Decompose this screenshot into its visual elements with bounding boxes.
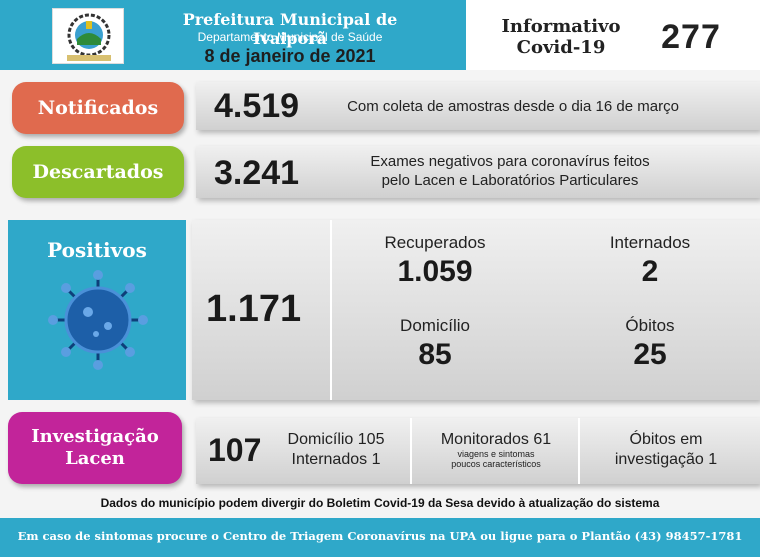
obitos-investigacao-block: Óbitos em investigação 1 — [586, 430, 746, 470]
investigacao-location: Domicílio 105 Internados 1 — [272, 430, 400, 470]
investigacao-label-line2: Lacen — [65, 448, 125, 469]
descartados-description-line1: Exames negativos para coronavírus feitos — [370, 153, 650, 170]
positivos-value: 1.171 — [206, 288, 302, 330]
obitos-label: Óbitos — [625, 316, 675, 335]
internados-label: Internados — [609, 233, 691, 252]
investigacao-internados: Internados 1 — [291, 451, 381, 468]
obitos-investigacao-line1: Óbitos em — [629, 431, 703, 448]
investigacao-divider-2 — [578, 418, 580, 484]
positivos-panel: Positivos — [8, 220, 186, 400]
municipal-coat-of-arms-logo — [52, 8, 124, 64]
notificados-bar — [196, 82, 760, 130]
notificados-value: 4.519 — [214, 87, 300, 125]
notificados-description: Com coleta de amostras desde o dia 16 de… — [347, 98, 679, 115]
obitos-investigacao-line2: investigação 1 — [614, 451, 718, 468]
monitorados-note-line1: viagens e sintomas — [457, 449, 535, 459]
domicilio-label: Domicílio — [400, 316, 470, 335]
bulletin-label: Informativo Covid-19 — [496, 16, 626, 58]
descartados-bar — [196, 146, 760, 198]
internados-value: 2 — [641, 255, 659, 288]
header-title: Prefeitura Municipal de Ivaiporã — [182, 10, 398, 48]
descartados-pill: Descartados — [12, 146, 184, 198]
investigacao-domicilio: Domicílio 105 — [287, 431, 385, 448]
bulletin-label-line2: Covid-19 — [516, 37, 606, 58]
obitos-value: 25 — [633, 338, 667, 371]
monitorados-block: Monitorados 61 viagens e sintomas poucos… — [418, 430, 574, 469]
monitorados-label: Monitorados 61 — [440, 431, 552, 448]
coronavirus-icon — [48, 270, 148, 370]
monitorados-note-line2: poucos característicos — [451, 459, 541, 469]
positivos-divider — [330, 220, 332, 400]
descartados-value: 3.241 — [214, 154, 300, 192]
positivos-bar — [192, 220, 760, 400]
investigacao-bar — [196, 418, 760, 484]
descartados-description: Exames negativos para coronavírus feitos… — [330, 152, 690, 190]
bulletin-info-box: Informativo Covid-19 277 — [466, 0, 760, 70]
investigacao-divider-1 — [410, 418, 412, 484]
recuperados-value: 1.059 — [397, 255, 473, 288]
bulletin-label-line1: Informativo — [501, 16, 621, 37]
domicilio-value: 85 — [418, 338, 452, 371]
footer-contact: Em caso de sintomas procure o Centro de … — [17, 529, 743, 543]
header-banner: Prefeitura Municipal de Ivaiporã Departa… — [0, 0, 760, 70]
investigacao-label-line1: Investigação — [31, 426, 159, 447]
notificados-label: Notificados — [37, 97, 159, 119]
investigacao-value: 107 — [208, 432, 262, 468]
notificados-pill: Notificados — [12, 82, 184, 134]
bulletin-date: 8 de janeiro de 2021 — [204, 46, 376, 66]
data-disclaimer: Dados do município podem divergir do Bol… — [100, 496, 660, 510]
header-subtitle: Departamento Municipal de Saúde — [197, 30, 383, 44]
footer-banner: Em caso de sintomas procure o Centro de … — [0, 518, 760, 557]
bulletin-number: 277 — [661, 18, 721, 56]
recuperados-label: Recuperados — [384, 233, 486, 252]
descartados-label: Descartados — [32, 161, 164, 183]
positivos-label: Positivos — [47, 238, 147, 262]
investigacao-pill: Investigação Lacen — [8, 412, 182, 484]
descartados-description-line2: pelo Lacen e Laboratórios Particulares — [381, 172, 639, 189]
